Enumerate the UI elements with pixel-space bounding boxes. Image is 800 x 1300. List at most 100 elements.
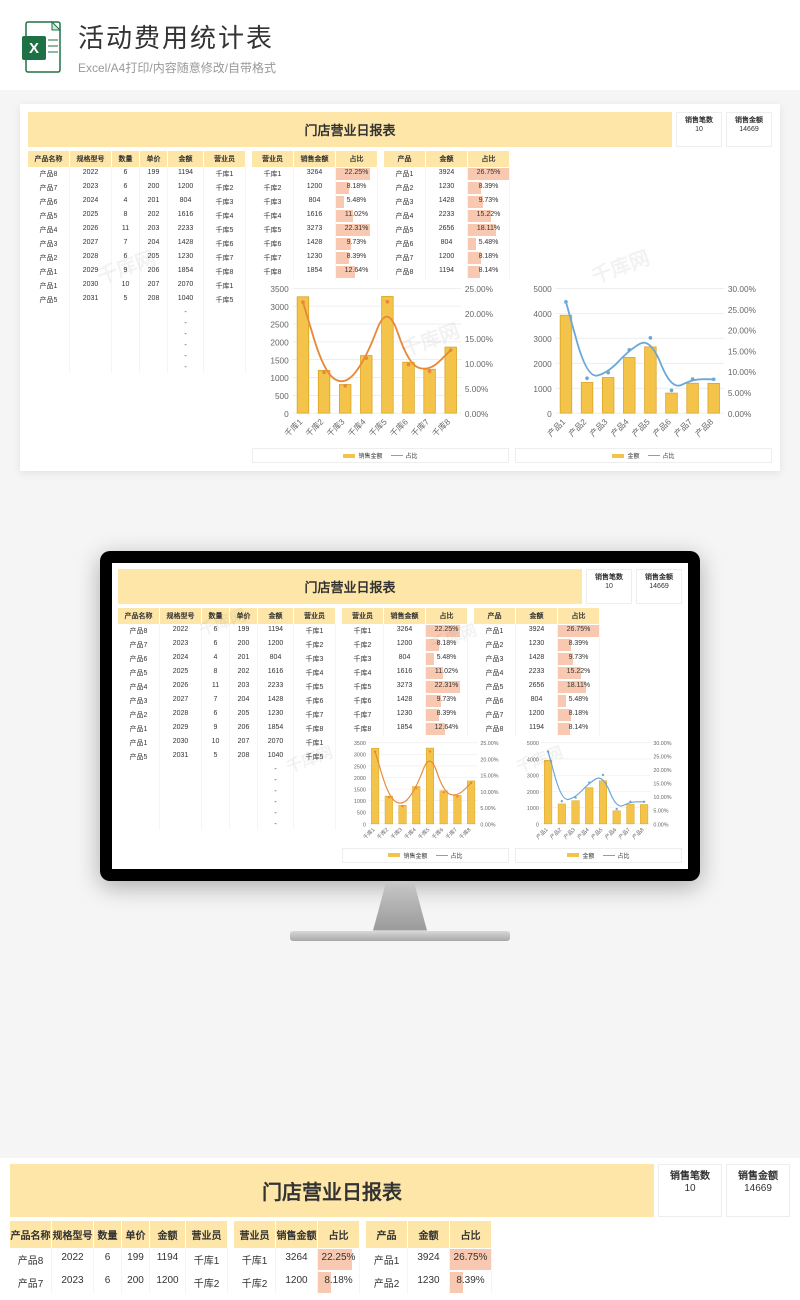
- table-row: 产品1392426.75%: [474, 624, 600, 638]
- column-header: 占比: [318, 1221, 360, 1248]
- table-row: 产品12030102072070千库1: [118, 736, 336, 750]
- svg-text:15.00%: 15.00%: [653, 782, 671, 788]
- svg-text:1000: 1000: [270, 374, 289, 383]
- chart: 05001000150020002500300035000.00%5.00%10…: [252, 281, 509, 463]
- svg-text:25.00%: 25.00%: [480, 741, 498, 747]
- table-row: -: [28, 307, 246, 318]
- column-header: 营业员: [252, 151, 294, 167]
- table-row: 千库1326422.25%: [252, 167, 378, 181]
- legend-item: 占比: [391, 451, 418, 460]
- table-row: 千库4161611.02%: [252, 209, 378, 223]
- table-row: 产品1202992061854千库8: [28, 265, 246, 279]
- monitor-mockup: 门店营业日报表销售笔数10销售金额14669产品名称规格型号数量单价金额营业员营…: [100, 551, 700, 940]
- table-row: -: [118, 764, 336, 775]
- table-row: 产品8202261991194千库1: [118, 624, 336, 638]
- column-header: 单价: [122, 1221, 150, 1248]
- svg-text:0: 0: [547, 410, 552, 419]
- table-row: 产品7202362001200千库2: [118, 638, 336, 652]
- svg-text:5000: 5000: [527, 741, 539, 747]
- svg-text:20.00%: 20.00%: [728, 327, 757, 336]
- svg-text:10.00%: 10.00%: [728, 368, 757, 377]
- table-row: -: [118, 797, 336, 808]
- svg-text:1000: 1000: [533, 385, 552, 394]
- table-row: -: [28, 340, 246, 351]
- table-row: 千库5327322.31%: [342, 680, 468, 694]
- svg-text:10.00%: 10.00%: [465, 360, 494, 369]
- svg-text:3000: 3000: [527, 774, 539, 780]
- table-row: 产品42026112032233千库5: [28, 223, 246, 237]
- svg-text:2500: 2500: [354, 765, 366, 771]
- table-row: 产品5203152081040千库5: [28, 293, 246, 307]
- table-row: 千库8185412.64%: [252, 265, 378, 279]
- legend-item: 占比: [603, 851, 630, 860]
- svg-text:20.00%: 20.00%: [653, 768, 671, 774]
- table-row: -: [118, 775, 336, 786]
- legend-item: 占比: [648, 451, 675, 460]
- svg-text:5.00%: 5.00%: [728, 389, 752, 398]
- svg-text:25.00%: 25.00%: [465, 285, 494, 294]
- svg-text:3500: 3500: [354, 741, 366, 747]
- legend-item: 销售金额: [343, 451, 382, 460]
- table-row: -: [118, 808, 336, 819]
- table-row: 产品8202261991194千库1: [10, 1248, 228, 1271]
- column-header: 占比: [468, 151, 510, 167]
- legend-item: 占比: [436, 851, 463, 860]
- svg-text:X: X: [29, 40, 39, 57]
- svg-text:10.00%: 10.00%: [480, 790, 498, 796]
- table-row: -: [28, 351, 246, 362]
- table-row: 产品212308.39%: [366, 1271, 492, 1294]
- svg-text:2000: 2000: [270, 339, 289, 348]
- table-row: 产品712008.18%: [474, 708, 600, 722]
- svg-text:4000: 4000: [527, 758, 539, 764]
- svg-text:0: 0: [284, 410, 289, 419]
- table-row: 产品8202261991194千库1: [28, 167, 246, 181]
- svg-text:0.00%: 0.00%: [480, 822, 495, 828]
- bottom-crop-preview: 门店营业日报表销售笔数10销售金额14669产品名称规格型号数量单价金额营业员营…: [0, 1158, 800, 1300]
- table-row: 产品5203152081040千库5: [118, 750, 336, 764]
- table-row: 产品68045.48%: [384, 237, 510, 251]
- summary-box: 销售金额14669: [636, 569, 682, 604]
- svg-text:1000: 1000: [354, 799, 366, 805]
- table-row: 产品712008.18%: [384, 251, 510, 265]
- table-row: 产品12030102072070千库1: [28, 279, 246, 293]
- svg-text:3000: 3000: [354, 753, 366, 759]
- summary-box: 销售金额14669: [726, 1164, 790, 1217]
- table-row: 产品5202582021616千库4: [118, 666, 336, 680]
- table-row: 千库4161611.02%: [342, 666, 468, 680]
- table-row: 产品7202362001200千库2: [28, 181, 246, 195]
- column-header: 数量: [94, 1221, 122, 1248]
- column-header: 产品名称: [118, 608, 160, 624]
- column-header: 占比: [426, 608, 468, 624]
- table-row: 产品811948.14%: [474, 722, 600, 736]
- table-row: 千库212008.18%: [252, 181, 378, 195]
- column-header: 数量: [202, 608, 230, 624]
- table-row: 产品2202862051230千库7: [118, 708, 336, 722]
- svg-text:3000: 3000: [270, 303, 289, 312]
- svg-text:0.00%: 0.00%: [465, 410, 489, 419]
- table-row: 产品3202772041428千库6: [28, 237, 246, 251]
- table-row: 产品42026112032233千库5: [118, 680, 336, 694]
- column-header: 金额: [426, 151, 468, 167]
- column-header: 产品: [384, 151, 426, 167]
- svg-text:1500: 1500: [354, 788, 366, 794]
- column-header: 规格型号: [70, 151, 112, 167]
- table-row: -: [118, 819, 336, 830]
- table-row: 千库38045.48%: [252, 195, 378, 209]
- table-row: 千库712308.39%: [342, 708, 468, 722]
- column-header: 销售金额: [384, 608, 426, 624]
- svg-text:15.00%: 15.00%: [480, 774, 498, 780]
- table-row: 千库212008.18%: [234, 1271, 360, 1294]
- table-row: 产品68045.48%: [474, 694, 600, 708]
- column-header: 规格型号: [160, 608, 202, 624]
- table-row: -: [28, 318, 246, 329]
- table-row: 产品3202772041428千库6: [118, 694, 336, 708]
- table-row: 产品314289.73%: [384, 195, 510, 209]
- column-header: 营业员: [186, 1221, 228, 1248]
- svg-text:5.00%: 5.00%: [465, 385, 489, 394]
- svg-text:2000: 2000: [527, 790, 539, 796]
- table-row: 产品620244201804千库3: [28, 195, 246, 209]
- table-row: 千库8185412.64%: [342, 722, 468, 736]
- table-row: 产品7202362001200千库2: [10, 1271, 228, 1294]
- table-row: 产品4223315.22%: [384, 209, 510, 223]
- svg-text:5.00%: 5.00%: [480, 806, 495, 812]
